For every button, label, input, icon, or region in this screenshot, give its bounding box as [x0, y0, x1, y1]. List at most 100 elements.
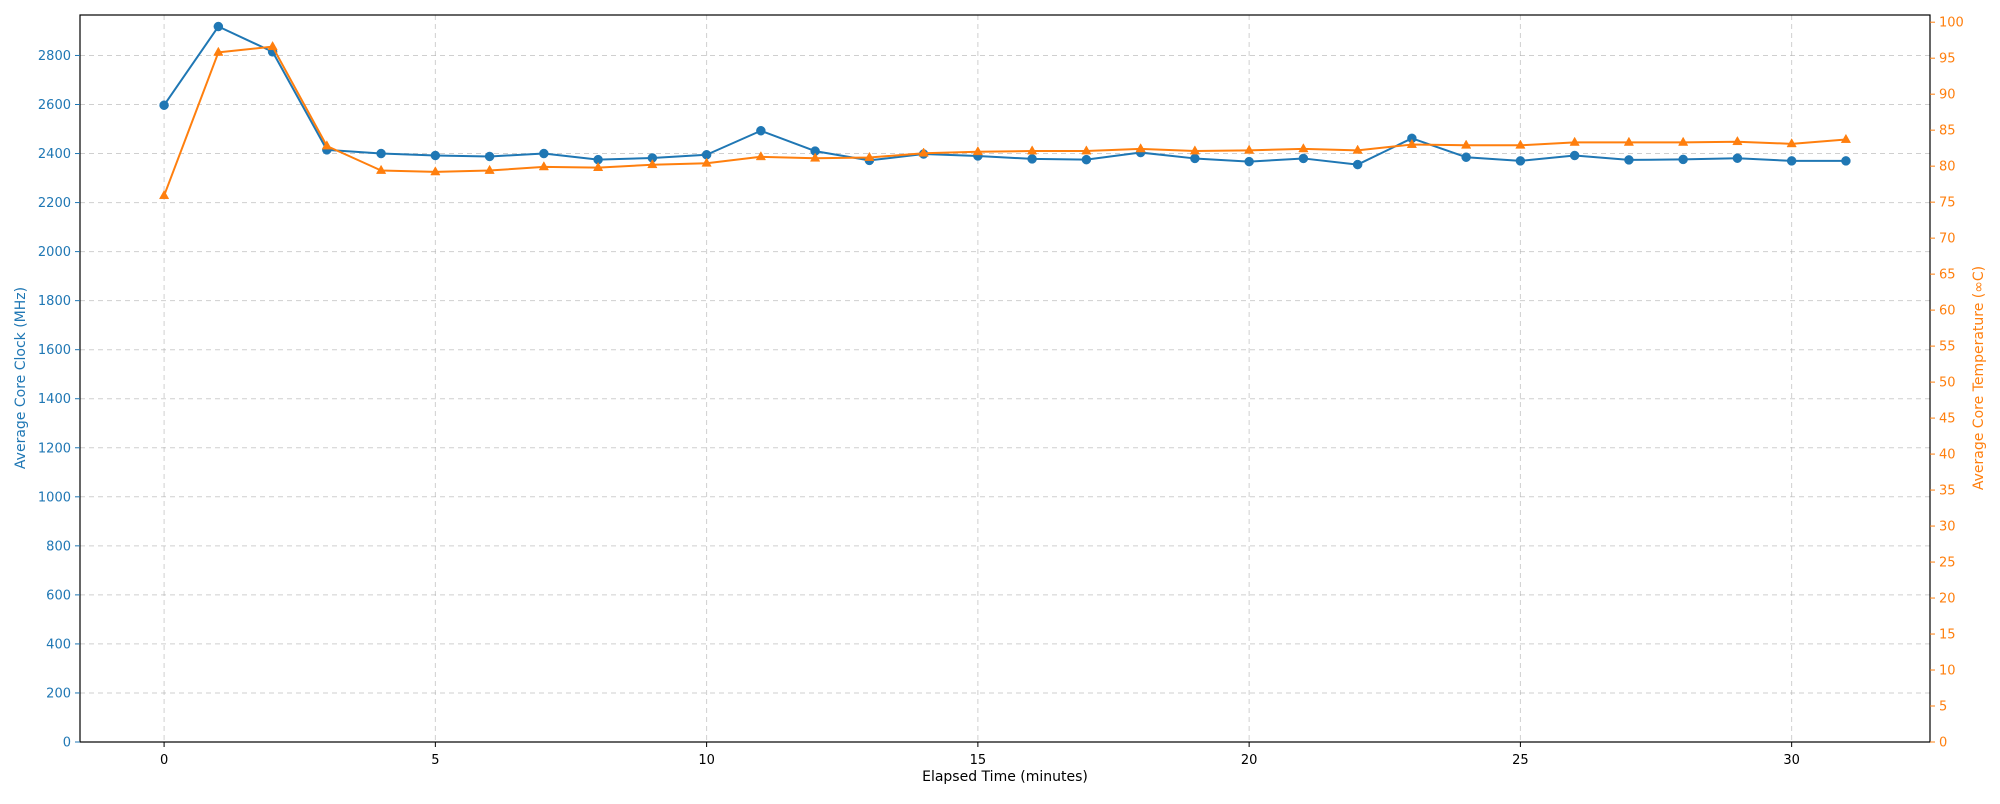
- right-y-tick-label: 95: [1939, 52, 1956, 67]
- left-y-tick-label: 2200: [38, 196, 71, 211]
- left-y-tick-label: 800: [46, 539, 71, 554]
- axes-layer: 0 5 10 15 20 25 300200400600800100012001400160…: [38, 16, 1964, 768]
- temperature-data-point: [1678, 136, 1689, 146]
- left-y-tick-label: 0: [63, 736, 71, 751]
- clock-data-point: [1352, 159, 1363, 170]
- clock-data-point: [1624, 155, 1634, 165]
- temperature-data-point: [484, 164, 495, 174]
- temperature-series-line: [163, 45, 1846, 197]
- right-y-tick-label: 70: [1939, 232, 1956, 247]
- clock-data-point: [484, 151, 495, 162]
- temperature-data-point: [1189, 145, 1200, 155]
- temperature-data-point: [1135, 143, 1146, 153]
- left-y-tick-label: 2400: [38, 147, 71, 162]
- temperature-data-point: [1623, 136, 1635, 146]
- temperature-data-point: [267, 40, 278, 51]
- clock-data-point: [1515, 156, 1526, 166]
- right-y-tick-label: 30: [1939, 520, 1956, 535]
- temperature-data-point: [1406, 138, 1417, 148]
- temperature-data-point: [321, 140, 332, 150]
- right-y-tick-label: 0: [1939, 736, 1947, 751]
- right-y-tick-label: 85: [1939, 124, 1956, 139]
- left-y-tick-label: 1200: [38, 441, 71, 456]
- temperature-data-point: [1515, 139, 1526, 149]
- right-y-tick-label: 65: [1939, 268, 1956, 283]
- clock-data-point: [539, 148, 549, 159]
- temperature-data-point: [1298, 143, 1309, 153]
- clock-data-point: [430, 150, 441, 161]
- clock-data-point: [1081, 154, 1092, 165]
- clock-data-point: [1190, 153, 1200, 164]
- x-tick-label: 25: [1512, 753, 1529, 768]
- temperature-data-point: [755, 151, 766, 161]
- left-y-tick-label: 2800: [38, 49, 71, 64]
- left-y-tick-label: 1400: [38, 392, 71, 407]
- temperature-data-point: [213, 46, 224, 56]
- clock-data-point: [1298, 153, 1309, 164]
- clock-data-point: [213, 21, 224, 32]
- temperature-data-point: [1027, 145, 1038, 155]
- right-y-tick-label: 5: [1939, 700, 1947, 715]
- temperature-data-point: [701, 157, 712, 167]
- right-y-tick-label: 80: [1939, 160, 1956, 175]
- right-y-tick-label: 15: [1939, 628, 1956, 643]
- x-tick-label: 5: [431, 753, 439, 768]
- left-y-axis-label: Average Core Clock (MHz): [13, 287, 29, 469]
- left-y-tick-label: 1600: [38, 343, 71, 358]
- clock-data-point: [376, 148, 386, 159]
- x-tick-label: 20: [1241, 753, 1258, 768]
- temperature-data-point: [1840, 133, 1852, 143]
- temperature-data-point: [1569, 136, 1580, 146]
- plot-frame: [79, 14, 1931, 743]
- temperature-data-point: [593, 161, 604, 171]
- clock-data-point: [1569, 150, 1580, 161]
- right-y-tick-label: 45: [1939, 412, 1956, 427]
- right-y-tick-label: 100: [1939, 16, 1964, 31]
- temperature-data-point: [918, 147, 929, 157]
- temperature-data-point: [864, 151, 875, 161]
- temperature-data-point: [1786, 138, 1797, 148]
- right-y-axis-label: Average Core Temperature (∞C): [1971, 266, 1987, 490]
- clock-data-point: [1678, 154, 1688, 165]
- left-y-tick-label: 600: [46, 588, 71, 603]
- clock-data-point: [159, 100, 169, 110]
- x-axis-label: Elapsed Time (minutes): [922, 769, 1088, 785]
- right-y-tick-label: 40: [1939, 448, 1956, 463]
- temperature-data-point: [810, 152, 821, 162]
- left-y-tick-label: 1000: [38, 490, 71, 505]
- x-tick-label: 0: [160, 753, 168, 768]
- temperature-data-point: [1244, 144, 1255, 154]
- temperature-data-point: [430, 166, 441, 176]
- clock-data-point: [1732, 153, 1743, 163]
- right-y-tick-label: 10: [1939, 664, 1956, 679]
- right-y-tick-label: 60: [1939, 304, 1956, 319]
- clock-data-point: [1027, 154, 1037, 164]
- temperature-data-point: [1081, 145, 1092, 155]
- left-y-tick-label: 2600: [38, 98, 71, 113]
- temperature-data-point: [538, 161, 549, 171]
- clock-data-point: [1841, 156, 1851, 166]
- clock-data-point: [1786, 156, 1797, 166]
- temperature-data-point: [375, 164, 387, 174]
- clock-data-point: [1461, 152, 1471, 162]
- right-y-tick-label: 55: [1939, 340, 1956, 355]
- x-tick-label: 10: [698, 753, 715, 768]
- temperature-data-point: [972, 146, 983, 156]
- left-y-tick-label: 400: [46, 637, 71, 652]
- series-layer: [158, 21, 1852, 200]
- right-y-tick-label: 20: [1939, 592, 1956, 607]
- temperature-data-point: [1461, 139, 1472, 149]
- temperature-data-point: [158, 189, 170, 200]
- clock-data-point: [1244, 156, 1254, 167]
- right-y-tick-label: 25: [1939, 556, 1956, 571]
- clock-data-point: [756, 125, 766, 136]
- temperature-data-point: [1352, 144, 1363, 154]
- temperature-data-point: [1732, 135, 1743, 146]
- right-y-tick-label: 35: [1939, 484, 1956, 499]
- right-y-tick-label: 75: [1939, 196, 1956, 211]
- x-tick-label: 15: [970, 753, 987, 768]
- left-y-tick-label: 1800: [38, 294, 71, 309]
- clock-series-line: [163, 25, 1846, 166]
